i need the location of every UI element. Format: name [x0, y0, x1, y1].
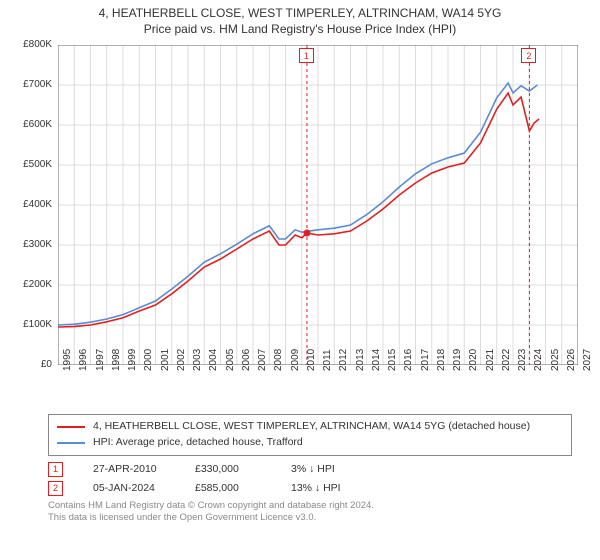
x-tick-label: 2017: [420, 349, 431, 371]
transaction-price: £330,000: [195, 463, 285, 475]
legend-swatch-hpi: [57, 442, 85, 444]
event-marker-2: 2: [521, 48, 536, 63]
footer-line-1: Contains HM Land Registry data © Crown c…: [48, 500, 572, 512]
x-tick-label: 2005: [225, 349, 236, 371]
transaction-hpi-delta: 13% ↓ HPI: [291, 482, 411, 494]
line-chart-svg: [58, 45, 578, 365]
legend-label-property: 4, HEATHERBELL CLOSE, WEST TIMPERLEY, AL…: [93, 419, 530, 435]
transaction-row: 2 05-JAN-2024 £585,000 13% ↓ HPI: [48, 481, 572, 496]
y-tick-label: £400K: [12, 199, 52, 210]
y-tick-label: £600K: [12, 119, 52, 130]
x-tick-label: 2027: [582, 349, 593, 371]
transaction-marker: 1: [48, 462, 63, 477]
transaction-date: 27-APR-2010: [69, 463, 189, 475]
x-tick-label: 2000: [143, 349, 154, 371]
x-tick-label: 2003: [192, 349, 203, 371]
title-line-2: Price paid vs. HM Land Registry's House …: [10, 22, 590, 36]
x-tick-label: 1996: [78, 349, 89, 371]
x-tick-label: 2013: [355, 349, 366, 371]
transaction-date: 05-JAN-2024: [69, 482, 189, 494]
x-tick-label: 2014: [371, 349, 382, 371]
y-tick-label: £100K: [12, 319, 52, 330]
y-tick-label: £0: [12, 359, 52, 370]
legend-swatch-property: [57, 426, 85, 428]
x-tick-label: 2007: [257, 349, 268, 371]
x-tick-label: 2021: [485, 349, 496, 371]
x-tick-label: 2019: [452, 349, 463, 371]
y-tick-label: £500K: [12, 159, 52, 170]
y-tick-label: £200K: [12, 279, 52, 290]
x-tick-label: 2022: [501, 349, 512, 371]
x-tick-label: 1998: [111, 349, 122, 371]
x-tick-label: 2006: [241, 349, 252, 371]
legend-row-hpi: HPI: Average price, detached house, Traf…: [57, 435, 563, 451]
chart-area: £0 £100K £200K £300K £400K £500K £600K £700K £80…: [10, 40, 590, 410]
x-tick-label: 2010: [306, 349, 317, 371]
x-tick-label: 2024: [533, 349, 544, 371]
transaction-row: 1 27-APR-2010 £330,000 3% ↓ HPI: [48, 462, 572, 477]
transaction-hpi-delta: 3% ↓ HPI: [291, 463, 411, 475]
x-tick-label: 2018: [436, 349, 447, 371]
x-tick-label: 2016: [403, 349, 414, 371]
x-tick-label: 2008: [273, 349, 284, 371]
event-marker-1: 1: [299, 48, 314, 63]
x-tick-label: 2009: [290, 349, 301, 371]
x-tick-label: 2011: [322, 349, 333, 371]
legend: 4, HEATHERBELL CLOSE, WEST TIMPERLEY, AL…: [48, 414, 572, 456]
legend-label-hpi: HPI: Average price, detached house, Traf…: [93, 435, 303, 451]
x-tick-label: 1999: [127, 349, 138, 371]
transactions-table: 1 27-APR-2010 £330,000 3% ↓ HPI 2 05-JAN-2024…: [48, 462, 572, 496]
x-tick-label: 2001: [160, 349, 171, 371]
legend-row-property: 4, HEATHERBELL CLOSE, WEST TIMPERLEY, AL…: [57, 419, 563, 435]
x-tick-label: 2004: [208, 349, 219, 371]
x-tick-label: 2023: [517, 349, 528, 371]
footer-attribution: Contains HM Land Registry data © Crown c…: [48, 500, 572, 525]
y-tick-label: £300K: [12, 239, 52, 250]
x-tick-label: 2025: [550, 349, 561, 371]
transaction-marker: 2: [48, 481, 63, 496]
x-tick-label: 2026: [566, 349, 577, 371]
x-tick-label: 2012: [338, 349, 349, 371]
x-tick-label: 1997: [95, 349, 106, 371]
x-tick-label: 2020: [468, 349, 479, 371]
y-tick-label: £700K: [12, 79, 52, 90]
chart-title-block: 4, HEATHERBELL CLOSE, WEST TIMPERLEY, AL…: [0, 0, 600, 40]
title-line-1: 4, HEATHERBELL CLOSE, WEST TIMPERLEY, AL…: [10, 6, 590, 20]
x-tick-label: 2015: [387, 349, 398, 371]
transaction-price: £585,000: [195, 482, 285, 494]
x-tick-label: 1995: [62, 349, 73, 371]
footer-line-2: This data is licensed under the Open Gov…: [48, 512, 572, 524]
x-tick-label: 2002: [176, 349, 187, 371]
y-tick-label: £800K: [12, 39, 52, 50]
